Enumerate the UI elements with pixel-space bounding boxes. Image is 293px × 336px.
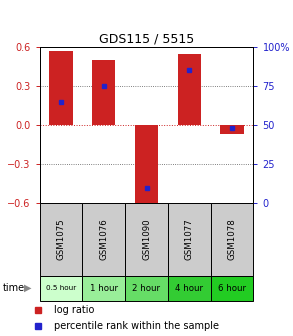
Text: 2 hour: 2 hour: [132, 284, 161, 293]
Text: 0.5 hour: 0.5 hour: [46, 285, 76, 291]
Bar: [178, 53, 201, 125]
Text: 4 hour: 4 hour: [175, 284, 203, 293]
Text: ▶: ▶: [24, 283, 32, 293]
Text: GSM1078: GSM1078: [228, 218, 236, 260]
Bar: [92, 60, 115, 125]
Text: 1 hour: 1 hour: [90, 284, 118, 293]
Bar: [211, 276, 253, 301]
Text: GSM1076: GSM1076: [99, 218, 108, 260]
Bar: [125, 276, 168, 301]
Text: GSM1075: GSM1075: [57, 218, 65, 260]
Text: time: time: [3, 283, 25, 293]
Text: GSM1077: GSM1077: [185, 218, 194, 260]
Bar: [168, 276, 211, 301]
Text: log ratio: log ratio: [54, 305, 94, 314]
Bar: [168, 203, 211, 276]
Text: GSM1090: GSM1090: [142, 219, 151, 260]
Bar: [135, 125, 158, 206]
Title: GDS115 / 5515: GDS115 / 5515: [99, 33, 194, 46]
Text: percentile rank within the sample: percentile rank within the sample: [54, 321, 219, 331]
Bar: [49, 51, 73, 125]
Bar: [82, 276, 125, 301]
Bar: [82, 203, 125, 276]
Bar: [125, 203, 168, 276]
Bar: [220, 125, 244, 134]
Text: 6 hour: 6 hour: [218, 284, 246, 293]
Bar: [40, 203, 82, 276]
Bar: [40, 276, 82, 301]
Bar: [211, 203, 253, 276]
